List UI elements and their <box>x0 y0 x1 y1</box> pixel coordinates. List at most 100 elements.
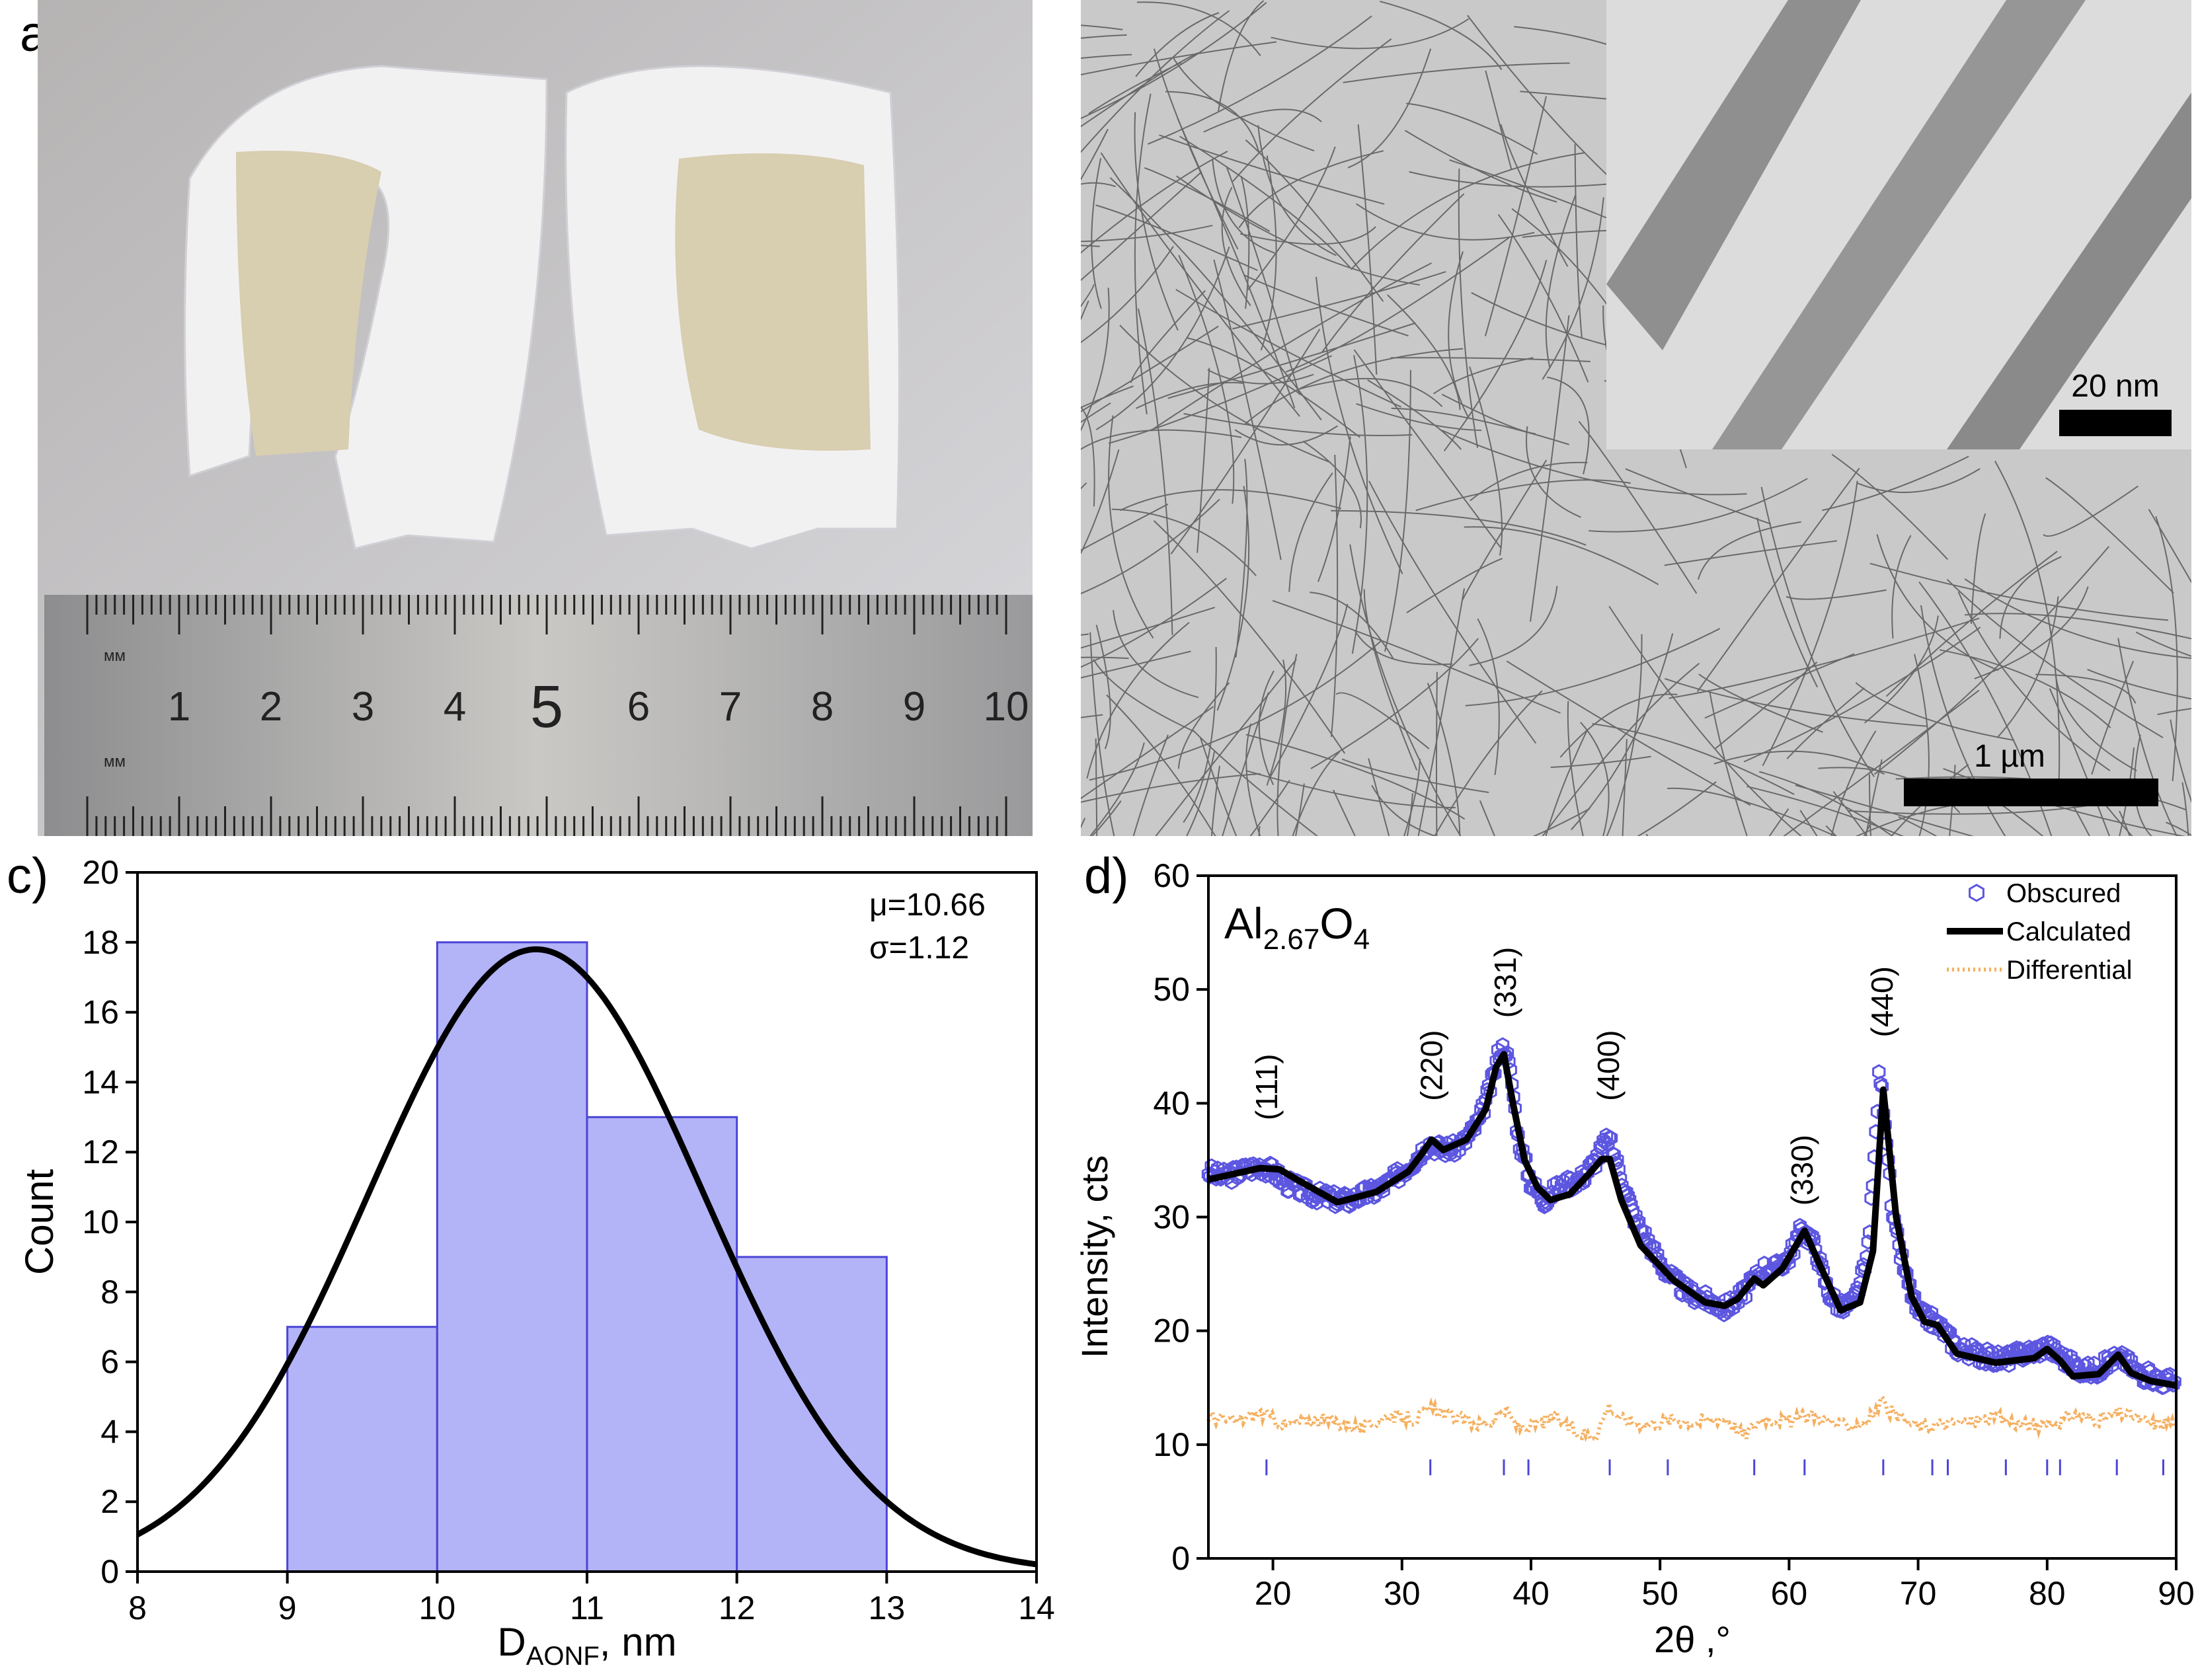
nanofiber <box>1258 670 1275 785</box>
nanofiber <box>1704 653 1855 719</box>
nanofiber <box>2045 477 2174 593</box>
y-tick-label: 30 <box>1153 1199 1190 1236</box>
nanofiber <box>1367 379 1462 450</box>
obscured-point <box>1872 1064 1886 1080</box>
nanofiber <box>1081 225 1213 243</box>
nanofiber <box>2043 485 2139 537</box>
nanofiber <box>1964 578 2191 659</box>
nanofiber <box>1532 808 1590 836</box>
nanofiber <box>1578 420 1698 594</box>
nanofiber <box>1207 369 1314 385</box>
annotation-mu: μ=10.66 <box>869 888 986 923</box>
annotation-sigma: σ=1.12 <box>869 931 969 966</box>
nanofiber <box>1310 592 1394 660</box>
y-tick-label: 8 <box>100 1274 119 1311</box>
nanofiber <box>1081 24 1123 30</box>
obscured-point <box>2081 1355 2095 1371</box>
nanofiber <box>1799 810 1818 836</box>
nanofiber <box>1709 691 1748 836</box>
nanofiber <box>1081 429 1242 450</box>
histogram-bar <box>586 1116 738 1573</box>
obscured-point <box>2154 1373 2168 1389</box>
nanofiber <box>1081 128 1109 181</box>
nanofiber <box>1506 660 1751 806</box>
nanofiber <box>1526 426 1581 518</box>
x-tick-label: 13 <box>869 1589 906 1626</box>
nanofiber <box>1855 801 1972 836</box>
ruler-number: 10 <box>984 684 1029 730</box>
nanofiber <box>1179 135 1351 268</box>
nanofiber <box>1559 693 1678 758</box>
nanofiber <box>1715 662 1818 749</box>
nanofiber <box>1093 658 1195 732</box>
nanofiber <box>1081 607 1216 649</box>
nanofiber <box>1747 785 1904 836</box>
panel-label-c: c) <box>7 848 49 904</box>
x-axis-label: DAONF, nm <box>497 1620 676 1671</box>
obscured-point <box>1448 1147 1462 1163</box>
nanofiber <box>1081 150 1228 254</box>
nanofiber <box>1247 146 1336 291</box>
nanofiber <box>2134 734 2152 836</box>
nanofiber <box>1150 262 1432 432</box>
nanofiber <box>1081 498 1220 595</box>
nanofiber <box>1081 182 1117 188</box>
y-tick-label: 50 <box>1153 971 1190 1008</box>
nanofiber <box>1384 369 1411 652</box>
nanofiber <box>1885 551 2058 697</box>
nanofiber <box>1137 308 1173 635</box>
nanofiber <box>1869 562 2168 621</box>
nanofiber <box>1221 186 1251 307</box>
nanofiber <box>1081 578 1227 668</box>
nanofiber <box>1821 455 1969 512</box>
obscured-point <box>1629 1207 1643 1223</box>
histogram-chart: 8 9 10 11 12 13 14 0 2 4 6 8 10 12 14 16 18 20 μ=10.66 σ… <box>17 854 1055 1671</box>
nanofiber <box>1758 771 1894 836</box>
x-tick-label: 80 <box>2029 1575 2066 1612</box>
peak-label: (400) <box>1591 1030 1626 1100</box>
nanofiber <box>2087 669 2191 700</box>
scalebar-main-label: 1 µm <box>1974 739 2045 774</box>
nanofiber <box>1193 730 1319 836</box>
tem-micrograph: 20 nm 1 µm <box>1081 0 2191 836</box>
nanofiber <box>1994 461 2061 780</box>
nanofiber <box>1081 503 1169 551</box>
nanofiber <box>1665 677 1927 727</box>
nanofiber <box>1497 213 1589 383</box>
nanofiber <box>1089 742 1145 836</box>
x-tick-label: 9 <box>278 1589 297 1626</box>
nanofiber <box>1698 521 1801 580</box>
nanofiber <box>1081 52 1198 128</box>
nanofiber <box>1276 654 1298 836</box>
nanofiber <box>1469 586 1558 666</box>
obscured-point <box>1818 1275 1832 1291</box>
nanofiber <box>1315 276 1403 574</box>
histogram-bar <box>286 1326 438 1573</box>
nanofiber <box>1111 508 1257 576</box>
legend-label-calculated: Calculated <box>2006 917 2131 946</box>
ruler-number: 2 <box>260 684 282 730</box>
nanofiber <box>1089 640 1382 781</box>
ruler-number: 8 <box>811 684 834 730</box>
scalebar-inset <box>2059 410 2172 436</box>
nanofiber <box>1542 662 1700 836</box>
nanofiber <box>1147 15 1372 145</box>
y-tick-label: 4 <box>100 1413 119 1450</box>
y-tick-label: 2 <box>100 1483 119 1520</box>
nanofiber <box>1368 480 1537 744</box>
nanofiber <box>1387 294 1461 410</box>
nanofiber <box>1081 650 1191 679</box>
nanofiber <box>2155 515 2178 782</box>
nanofiber <box>1622 739 1628 836</box>
compound-formula: Al2.67O4 <box>1224 899 1370 956</box>
obscured-point <box>2006 1342 2021 1357</box>
nanofiber <box>1783 689 1980 836</box>
obscured-point <box>2141 1360 2155 1376</box>
nanofiber <box>2157 708 2191 716</box>
nanofiber <box>1081 10 1230 153</box>
nanofiber <box>2170 719 2191 804</box>
scalebar-main <box>1904 779 2158 806</box>
nanofiber <box>1235 459 1248 658</box>
nanofiber <box>1135 12 1220 77</box>
ruler-unit-bottom: мм <box>104 753 126 771</box>
